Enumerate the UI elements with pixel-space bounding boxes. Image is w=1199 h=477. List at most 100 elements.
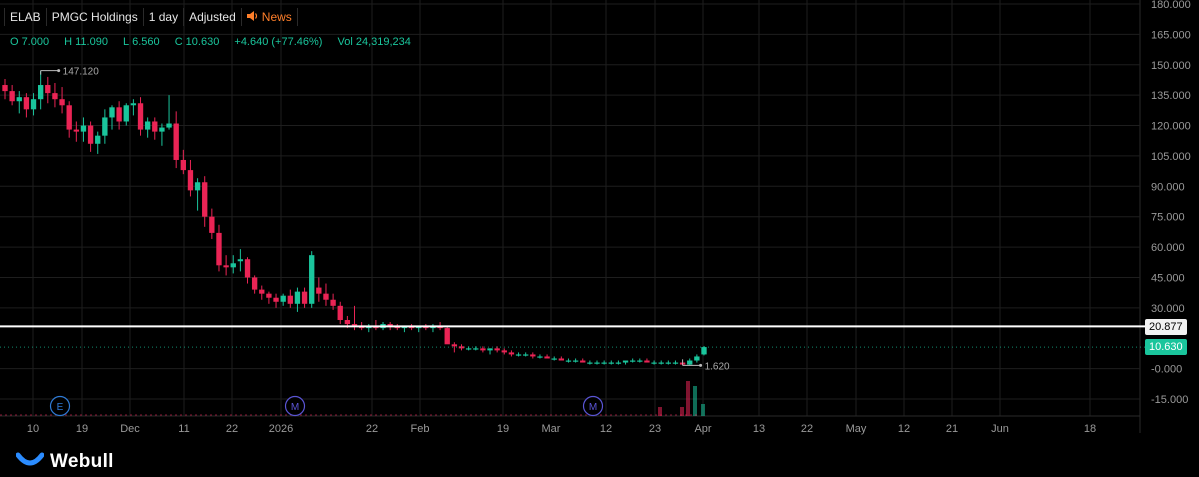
candle-body — [173, 123, 179, 160]
candlestick-chart[interactable]: 180.000 165.000 150.000 135.000 120.000 105.0… — [0, 0, 1199, 441]
x-tick-label: 13 — [753, 423, 765, 435]
candle-body — [323, 293, 329, 300]
x-tick-label: 22 — [801, 423, 813, 435]
earnings-event-marker[interactable] — [49, 395, 71, 417]
candle-body — [501, 350, 507, 353]
x-tick-label: Feb — [411, 423, 430, 435]
webull-logo[interactable]: Webull — [15, 449, 114, 474]
candle-body — [508, 352, 515, 355]
candle-body — [551, 358, 557, 360]
volume-label: Vol — [337, 36, 353, 48]
candle-body — [102, 117, 108, 136]
candle-body — [615, 362, 622, 364]
x-tick-label: Dec — [120, 423, 140, 435]
x-tick-label: Apr — [694, 423, 711, 435]
event-marker-label: M — [291, 402, 299, 413]
candle-body — [130, 103, 137, 106]
candle-body — [537, 356, 543, 358]
high-marker-label: 147.120 — [63, 67, 100, 78]
y-tick-label: -0.000 — [1151, 364, 1182, 376]
event-marker-label: E — [57, 402, 64, 413]
candle-body — [216, 232, 222, 266]
candle-body — [629, 360, 636, 362]
x-tick-label: 22 — [366, 423, 378, 435]
candle-body — [465, 348, 472, 350]
candle-body — [187, 170, 194, 191]
candle-body — [266, 293, 272, 298]
candle-body — [687, 360, 693, 365]
candle-body — [244, 259, 251, 278]
candle-body — [309, 255, 315, 304]
candle-body — [87, 125, 94, 144]
adjust-selector[interactable]: Adjusted — [184, 8, 242, 26]
candle-body — [152, 121, 158, 132]
candle-body — [622, 360, 629, 363]
volume-bar — [680, 407, 684, 416]
y-tick-label: 75.000 — [1151, 212, 1185, 224]
meeting-event-marker[interactable] — [284, 395, 306, 417]
candle-body — [23, 97, 30, 110]
candle-body — [530, 354, 536, 357]
candle-body — [523, 354, 529, 356]
candle-body — [637, 360, 643, 362]
symbol-label[interactable]: ELAB — [4, 8, 47, 26]
candle-body — [251, 277, 258, 290]
volume-bar — [686, 381, 690, 416]
low-label: L — [123, 36, 130, 48]
candle-body — [387, 324, 393, 327]
candle-body — [237, 259, 244, 262]
volume-bar — [701, 404, 705, 416]
candle-body — [137, 103, 144, 130]
candle-body — [458, 346, 465, 349]
y-tick-label: 30.000 — [1151, 303, 1185, 315]
news-button[interactable]: News — [242, 8, 298, 26]
candle-body — [330, 299, 336, 306]
candle-body — [73, 129, 80, 132]
y-tick-label: 120.000 — [1151, 121, 1191, 133]
y-tick-label: -15.000 — [1151, 394, 1188, 406]
candle-body — [273, 297, 279, 302]
x-tick-label: 10 — [27, 423, 39, 435]
candle-body — [223, 265, 229, 268]
candle-body — [287, 295, 293, 304]
candle-body — [651, 362, 657, 364]
candle-body — [59, 99, 65, 106]
candle-body — [587, 362, 593, 364]
candle-body — [494, 348, 500, 351]
x-tick-label: 2026 — [269, 423, 293, 435]
candle-body — [558, 358, 565, 361]
high-label: H — [64, 36, 73, 48]
candle-body — [337, 305, 343, 320]
candle-body — [95, 135, 101, 144]
volume-bar — [693, 386, 697, 416]
x-tick-label: 23 — [649, 423, 661, 435]
candle-body — [30, 99, 37, 110]
candle-body — [159, 127, 165, 132]
x-tick-label: 18 — [1084, 423, 1096, 435]
candle-body — [37, 85, 44, 100]
candle-body — [52, 93, 58, 100]
close-label: C — [174, 36, 183, 48]
candle-body — [280, 295, 286, 302]
volume-bar — [658, 407, 662, 416]
candle-body — [109, 107, 115, 118]
horizontal-line-price-tag[interactable]: 20.877 — [1145, 319, 1187, 335]
close-value: 10.630 — [185, 36, 220, 48]
candle-body — [209, 216, 215, 233]
candle-body — [544, 356, 550, 359]
meeting-event-marker[interactable] — [582, 395, 604, 417]
candle-body — [487, 348, 493, 351]
candle-body — [16, 97, 22, 102]
chart-header: ELAB PMGC Holdings 1 day Adjusted News — [4, 7, 298, 27]
candle-body — [351, 324, 358, 327]
candle-body — [144, 121, 151, 130]
y-tick-label: 60.000 — [1151, 242, 1185, 254]
candle-body — [480, 348, 486, 351]
news-label: News — [261, 10, 292, 24]
low-value: 6.560 — [132, 36, 160, 48]
interval-selector[interactable]: 1 day — [144, 8, 185, 26]
y-tick-label: 135.000 — [1151, 90, 1191, 102]
volume-value: 24,319,234 — [355, 36, 411, 48]
candle-body — [658, 362, 664, 364]
